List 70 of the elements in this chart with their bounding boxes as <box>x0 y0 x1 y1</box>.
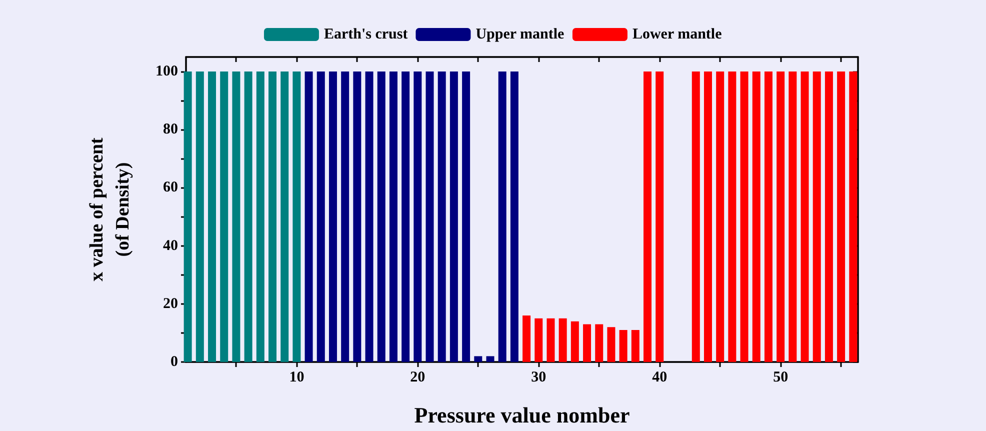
bar <box>280 72 289 362</box>
bar <box>619 330 628 362</box>
x-tick-label: 10 <box>289 370 304 386</box>
bar <box>583 324 592 362</box>
y-tick-label: 0 <box>170 354 178 370</box>
bar <box>692 72 700 362</box>
bar <box>644 72 652 362</box>
bar <box>426 72 434 362</box>
y-tick-label: 80 <box>163 122 178 138</box>
bar <box>208 72 216 362</box>
bar <box>328 72 337 362</box>
bar <box>546 318 555 362</box>
legend-label: Lower mantle <box>632 26 722 42</box>
bar <box>316 72 325 362</box>
bar <box>716 72 724 362</box>
bar <box>510 72 518 362</box>
y-tick-label: 20 <box>163 296 178 312</box>
y-tick-label: 100 <box>156 64 178 80</box>
bar <box>849 72 858 362</box>
bar <box>752 72 760 362</box>
bar <box>788 72 797 362</box>
bar <box>764 72 772 362</box>
legend-label: Upper mantle <box>476 26 565 42</box>
bar <box>414 72 422 362</box>
y-axis-title: x value of percent (of Density) <box>86 136 134 282</box>
bar <box>498 72 506 362</box>
bar <box>558 318 567 362</box>
bar <box>462 72 470 362</box>
bar <box>740 72 748 362</box>
bar <box>570 321 579 362</box>
y-tick-label: 40 <box>163 238 178 254</box>
bar <box>402 72 410 362</box>
bar <box>824 72 833 362</box>
bar <box>244 72 252 362</box>
bar <box>486 356 494 362</box>
bar <box>304 72 313 362</box>
bar <box>184 72 192 362</box>
bar <box>607 327 616 362</box>
bar <box>474 356 482 362</box>
bar <box>450 72 458 362</box>
bar <box>268 72 276 362</box>
bar <box>196 72 204 362</box>
bar <box>800 72 809 362</box>
bar <box>232 72 240 362</box>
bar <box>365 72 374 362</box>
bar <box>389 72 398 362</box>
bar <box>656 72 664 362</box>
bar <box>812 72 821 362</box>
x-tick-label: 40 <box>652 370 668 386</box>
legend-label: Earth's crust <box>324 26 408 42</box>
bar <box>377 72 386 362</box>
bar <box>438 72 446 362</box>
bar <box>292 72 301 362</box>
bar <box>595 324 604 362</box>
x-tick-label: 30 <box>531 370 546 386</box>
y-tick-label: 60 <box>163 180 178 196</box>
bar <box>353 72 362 362</box>
bar <box>837 72 846 362</box>
bar <box>256 72 264 362</box>
x-tick-label: 50 <box>773 370 788 386</box>
x-tick-label: 20 <box>410 370 426 386</box>
bar <box>341 72 350 362</box>
bar <box>631 330 640 362</box>
bar <box>534 318 543 362</box>
bar <box>704 72 712 362</box>
bar <box>522 316 531 362</box>
x-axis-title: Pressure value nomber <box>414 402 630 428</box>
bar <box>220 72 228 362</box>
bar <box>728 72 736 362</box>
bar <box>776 72 785 362</box>
